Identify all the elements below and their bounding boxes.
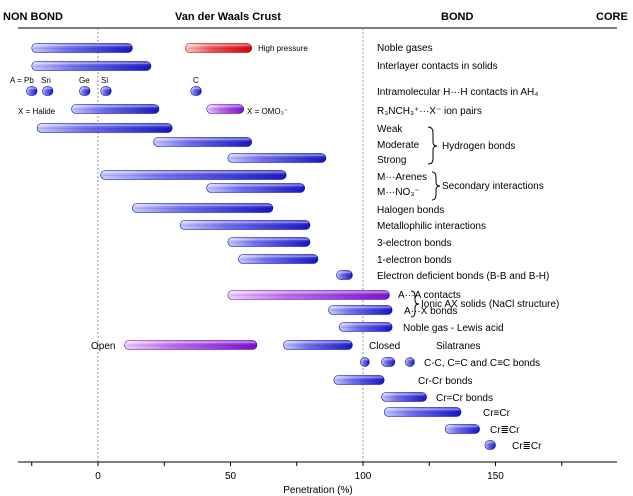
annotation-x-omo3: X = OMO₃⁻ (247, 107, 288, 116)
row-labels: Noble gases Interlayer contacts in solid… (377, 43, 549, 452)
row-label-strong: Strong (377, 155, 406, 166)
header-bond: BOND (441, 11, 473, 23)
range-bar-5 (79, 86, 91, 96)
range-bar-32 (484, 440, 496, 450)
range-bar-15 (132, 203, 274, 213)
annotation-si: Si (101, 76, 108, 85)
range-bar-27 (405, 357, 415, 367)
range-bar-16 (179, 220, 311, 230)
range-bar-3 (26, 86, 38, 96)
range-bar-7 (190, 86, 202, 96)
range-bar-28 (333, 375, 385, 385)
row-label-weak: Weak (377, 124, 403, 135)
group-label-ionic-ax: Ionic AX solids (NaCl structure) (421, 299, 559, 310)
range-bar-2 (31, 61, 152, 71)
row-label-m-arenes: M···Arenes (377, 172, 427, 183)
row-label-cr-cr: Cr-Cr bonds (418, 376, 472, 387)
row-label-silatranes: Silatranes (436, 341, 480, 352)
header-non-bond: NON BOND (3, 11, 63, 23)
header-vdw-crust: Van der Waals Crust (175, 11, 281, 23)
range-bar-25 (360, 357, 370, 367)
range-bar-18 (238, 254, 319, 264)
annotation-open: Open (91, 341, 115, 352)
row-label-3-electron: 3-electron bonds (377, 238, 452, 249)
row-label-a-x-bonds: A···X bonds (404, 306, 457, 317)
row-label-noble-gases: Noble gases (377, 43, 433, 54)
annotation-c: C (193, 76, 199, 85)
range-bar-10 (36, 123, 173, 133)
hydrogen-bonds-brace (427, 126, 438, 165)
row-label-1-electron: 1-electron bonds (377, 255, 452, 266)
x-tick-label: 50 (225, 471, 237, 482)
row-label-intramolecular: Intramolecular H···H contacts in AH₄ (377, 87, 538, 98)
row-label-cr-quintuple: Cr≣Cr (512, 441, 542, 452)
x-tick-label: 100 (355, 471, 372, 482)
row-label-noble-gas-lewis: Noble gas - Lewis acid (403, 323, 504, 334)
row-label-halogen: Halogen bonds (377, 205, 444, 216)
range-bar-4 (42, 86, 54, 96)
x-tick-label: 0 (95, 471, 101, 482)
range-bar-21 (328, 305, 393, 315)
ionic-ax-brace (410, 290, 420, 318)
row-label-a-a-contacts: A···A contacts (398, 290, 461, 301)
range-bar-23 (124, 340, 258, 350)
range-bar-9 (206, 104, 245, 114)
annotation-ge: Ge (79, 76, 90, 85)
range-bar-29 (381, 392, 427, 402)
bars-layer (26, 43, 496, 450)
annotation-a-eq-pb: A = Pb (10, 76, 34, 85)
range-bar-0 (31, 43, 133, 53)
row-label-moderate: Moderate (377, 140, 420, 151)
range-bar-20 (227, 290, 390, 300)
row-label-cr-double: Cr=Cr bonds (436, 393, 493, 404)
range-bar-19 (336, 270, 353, 280)
annotation-sn: Sn (41, 76, 51, 85)
annotation-closed: Closed (369, 341, 400, 352)
row-label-electron-deficient: Electron deficient bonds (B-B and B-H) (377, 271, 549, 282)
row-label-m-no3: M···NO₃⁻ (377, 187, 420, 198)
row-label-cr-quadruple: Cr≣Cr (490, 425, 520, 436)
range-bar-8 (71, 104, 160, 114)
range-bar-17 (227, 237, 311, 247)
header-core: CORE (596, 11, 628, 23)
range-bar-14 (206, 183, 305, 193)
x-tick-label: 150 (487, 471, 504, 482)
range-bar-11 (153, 137, 252, 147)
group-label-hydrogen-bonds: Hydrogen bonds (442, 141, 515, 152)
row-label-metallophilic: Metallophilic interactions (377, 221, 486, 232)
annotation-high-pressure: High pressure (258, 44, 308, 53)
x-axis-ticks: 0 50 100 150 (31, 462, 563, 482)
range-bar-6 (100, 86, 112, 96)
row-label-cr-triple: Cr≡Cr (483, 408, 511, 419)
row-label-interlayer: Interlayer contacts in solids (377, 61, 498, 72)
annotation-x-halide: X = Halide (18, 107, 56, 116)
range-bar-13 (100, 170, 287, 180)
range-bar-24 (283, 340, 353, 350)
range-bar-30 (383, 407, 462, 417)
x-axis-title: Penetration (%) (283, 485, 352, 496)
range-bar-1 (185, 43, 252, 53)
row-label-ion-pairs: R₃NCH₃⁺···X⁻ ion pairs (377, 106, 482, 117)
group-label-secondary: Secondary interactions (442, 181, 544, 192)
range-bar-22 (338, 322, 393, 332)
range-bar-26 (381, 357, 396, 367)
secondary-interactions-brace (431, 171, 441, 201)
row-label-c-c-bonds: C-C, C=C and C≡C bonds (424, 358, 540, 369)
range-bar-31 (444, 424, 480, 434)
range-bar-12 (227, 153, 327, 163)
